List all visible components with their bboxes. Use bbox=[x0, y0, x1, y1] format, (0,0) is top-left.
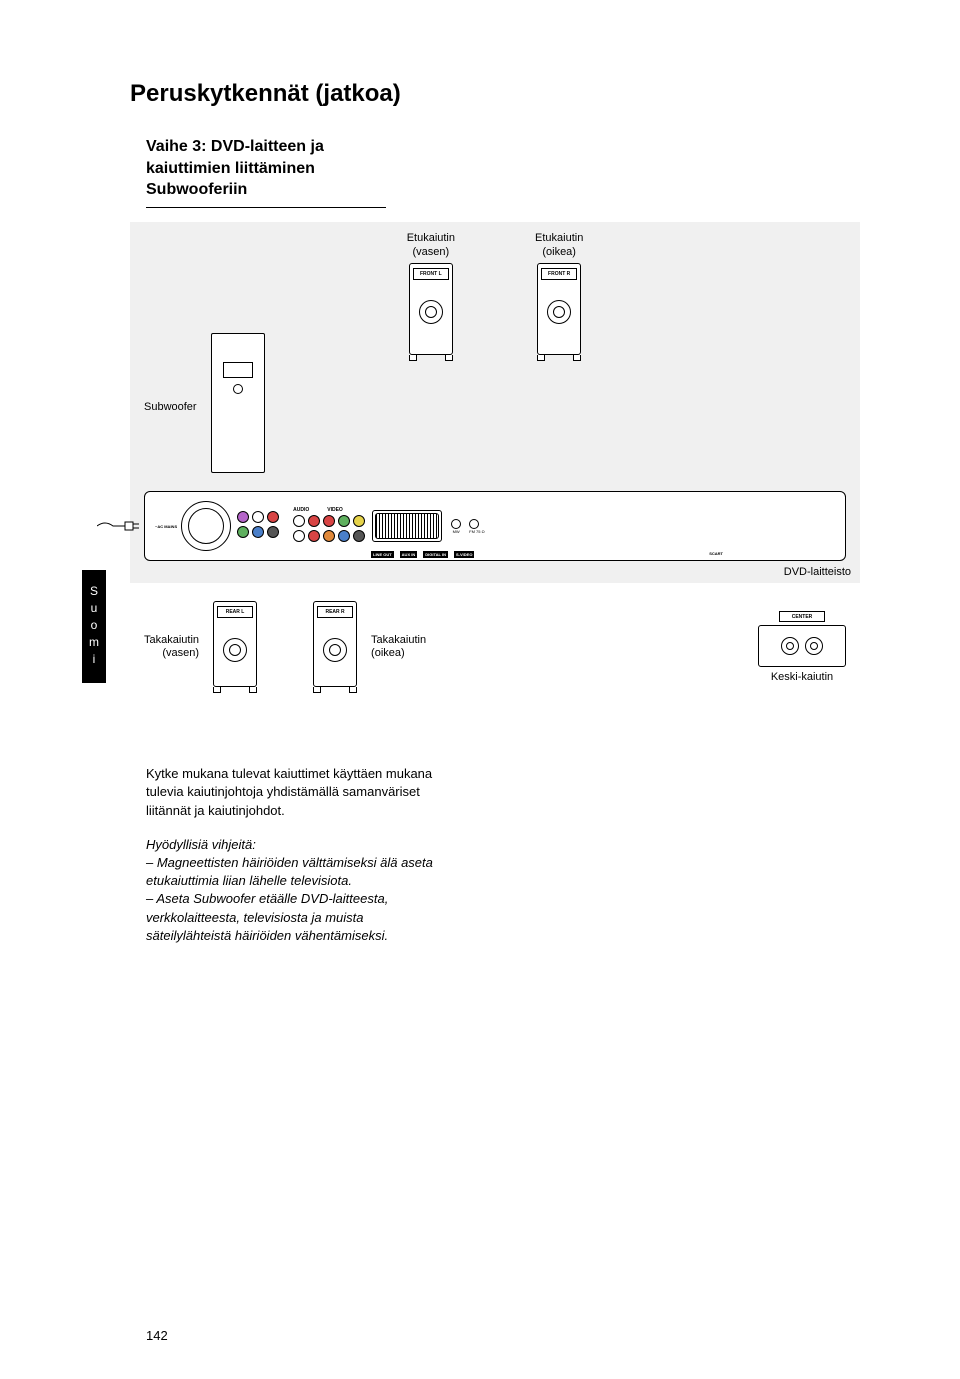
body-text: Kytke mukana tulevat kaiuttimet käyttäen… bbox=[130, 765, 450, 945]
hints-title: Hyödyllisiä vihjeitä: bbox=[146, 836, 450, 854]
rear-right-speaker: REAR R bbox=[313, 601, 357, 693]
front-left-label: Etukaiutin (vasen) bbox=[407, 232, 455, 260]
port-labels: LINE OUT AUX IN DIGITAL IN S-VIDEO bbox=[371, 551, 474, 558]
main-title: Peruskytkennät (jatkoa) bbox=[130, 80, 860, 108]
hint-2: – Aseta Subwoofer etäälle DVD-laitteesta… bbox=[146, 890, 450, 945]
jack-icon bbox=[293, 515, 305, 527]
jack-icon bbox=[252, 526, 264, 538]
center-label: Keski-kaiutin bbox=[758, 671, 846, 683]
speaker-driver-icon bbox=[323, 638, 347, 662]
section-title-line3: Subwooferiin bbox=[146, 181, 247, 198]
hints-block: Hyödyllisiä vihjeitä: – Magneettisten hä… bbox=[146, 836, 450, 945]
rear-left-speaker: REAR L bbox=[213, 601, 257, 693]
auxin-label: AUX IN bbox=[400, 551, 418, 558]
speaker-jacks bbox=[237, 511, 279, 541]
section-title-line2: kaiuttimien liittäminen bbox=[146, 160, 315, 177]
fm-jack-icon bbox=[469, 519, 479, 529]
mw-label: MW bbox=[451, 529, 461, 534]
digitalin-label: DIGITAL IN bbox=[423, 551, 448, 558]
power-plug-icon bbox=[97, 518, 141, 534]
jack-icon bbox=[293, 530, 305, 542]
rear-left-label: Takakaiutin (vasen) bbox=[144, 634, 199, 662]
scart-label: SCART bbox=[709, 551, 723, 556]
jack-icon bbox=[338, 530, 350, 542]
rear-left-tag: REAR L bbox=[217, 606, 253, 618]
center-tag: CENTER bbox=[779, 611, 825, 622]
scart-connector-icon bbox=[375, 513, 439, 539]
antenna-jacks: MW FM 75 Ω bbox=[451, 519, 484, 534]
rear-right-tag: REAR R bbox=[317, 606, 353, 618]
jack-icon bbox=[323, 515, 335, 527]
speaker-driver-icon bbox=[223, 638, 247, 662]
speaker-driver-icon bbox=[547, 300, 571, 324]
front-right-label: Etukaiutin (oikea) bbox=[535, 232, 583, 260]
jack-icon bbox=[353, 515, 365, 527]
jack-icon bbox=[252, 511, 264, 523]
front-left-tag: FRONT L bbox=[413, 268, 449, 280]
lineout-label: LINE OUT bbox=[371, 551, 394, 558]
svideo-label: S-VIDEO bbox=[454, 551, 474, 558]
page-number: 142 bbox=[146, 1328, 168, 1343]
fan-vent-icon bbox=[181, 501, 231, 551]
device-label: DVD-laitteisto bbox=[784, 566, 851, 578]
sub-port-icon bbox=[233, 384, 243, 394]
jack-icon bbox=[323, 530, 335, 542]
fm-label: FM 75 Ω bbox=[469, 529, 484, 534]
connection-diagram: Etukaiutin (vasen) FRONT L Etukaiutin (o… bbox=[130, 222, 860, 584]
ac-mains-label: ~AC MAINS bbox=[155, 524, 177, 529]
jack-icon bbox=[267, 526, 279, 538]
av-jacks: AUDIO VIDEO bbox=[293, 507, 365, 545]
language-side-tab: Suomi bbox=[82, 570, 106, 683]
jack-icon bbox=[267, 511, 279, 523]
front-right-tag: FRONT R bbox=[541, 268, 577, 280]
audio-label: AUDIO bbox=[293, 507, 309, 513]
subwoofer-label: Subwoofer bbox=[144, 401, 197, 413]
rear-speakers-band: Takakaiutin (vasen) REAR L REAR R Takaka… bbox=[130, 583, 860, 711]
video-label: VIDEO bbox=[327, 507, 343, 513]
section-title-line1: Vaihe 3: DVD-laitteen ja bbox=[146, 138, 324, 155]
hint-1: – Magneettisten häiriöiden välttämiseksi… bbox=[146, 854, 450, 890]
dvd-device-rear: ~AC MAINS AUDIO VIDEO bbox=[144, 491, 846, 561]
jack-icon bbox=[237, 526, 249, 538]
section-title: Vaihe 3: DVD-laitteen ja kaiuttimien lii… bbox=[130, 136, 860, 201]
mw-jack-icon bbox=[451, 519, 461, 529]
jack-icon bbox=[338, 515, 350, 527]
jack-icon bbox=[353, 530, 365, 542]
front-right-speaker: Etukaiutin (oikea) FRONT R bbox=[535, 232, 583, 362]
section-rule bbox=[146, 207, 386, 208]
jack-icon bbox=[237, 511, 249, 523]
center-speaker: CENTER Keski-kaiutin bbox=[758, 611, 846, 683]
sub-plate-icon bbox=[223, 362, 253, 378]
speaker-driver-icon bbox=[781, 637, 799, 655]
jack-icon bbox=[308, 515, 320, 527]
paragraph-1: Kytke mukana tulevat kaiuttimet käyttäen… bbox=[146, 765, 450, 820]
jack-icon bbox=[308, 530, 320, 542]
front-left-speaker: Etukaiutin (vasen) FRONT L bbox=[407, 232, 455, 362]
speaker-driver-icon bbox=[419, 300, 443, 324]
rear-right-label: Takakaiutin (oikea) bbox=[371, 634, 426, 662]
speaker-driver-icon bbox=[805, 637, 823, 655]
